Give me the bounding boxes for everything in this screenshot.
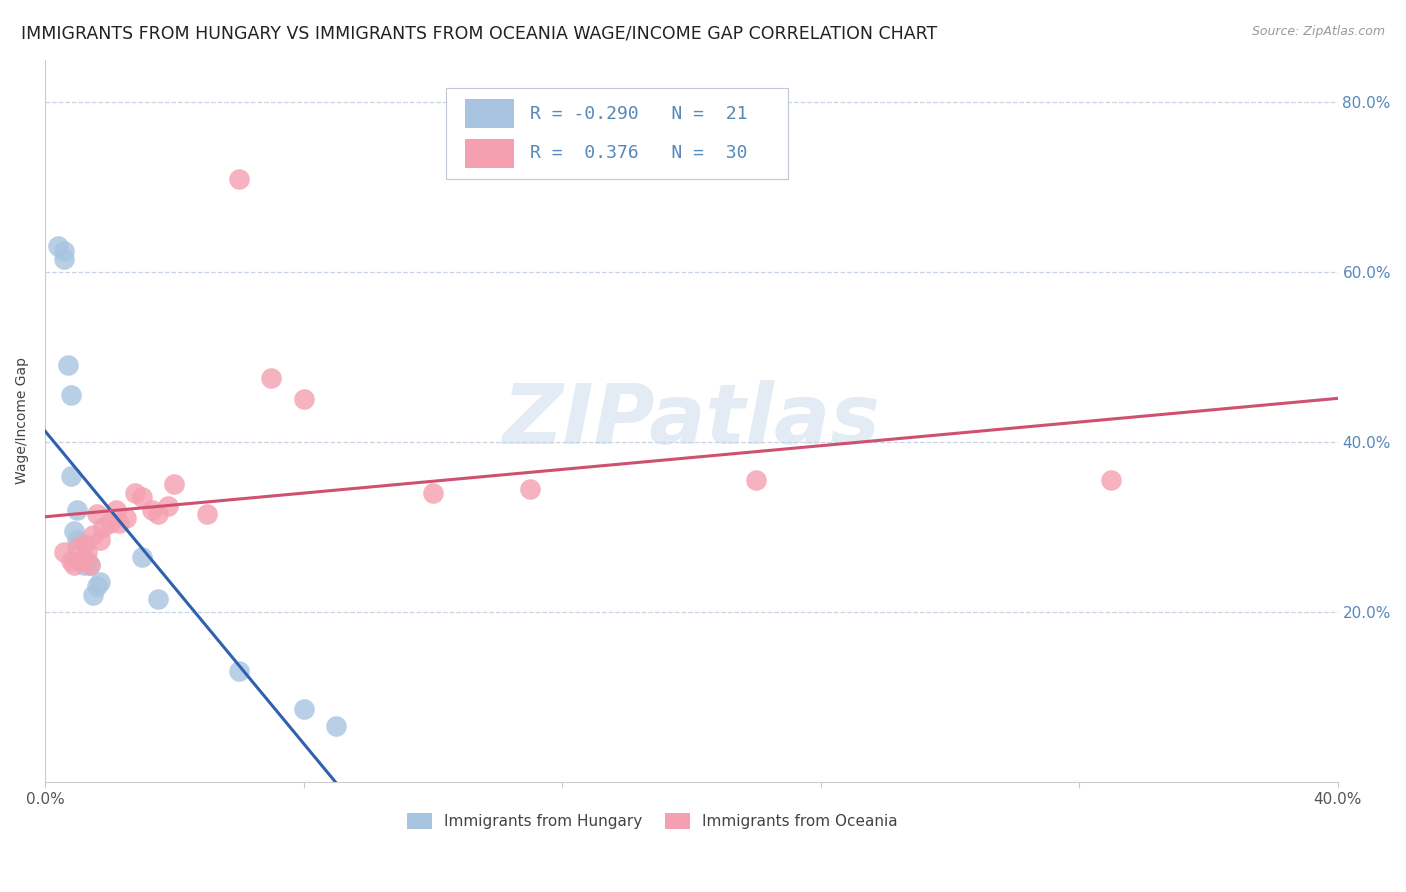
Bar	[465, 139, 515, 168]
Point	[82, 528, 104, 542]
Point	[156, 499, 179, 513]
Text: R = -0.290   N =  21: R = -0.290 N = 21	[530, 104, 747, 123]
Point	[422, 486, 444, 500]
Point	[89, 533, 111, 547]
Point	[131, 490, 153, 504]
Text: Source: ZipAtlas.com: Source: ZipAtlas.com	[1251, 25, 1385, 38]
Point	[73, 558, 96, 572]
Point	[292, 392, 315, 407]
Point	[131, 549, 153, 564]
Y-axis label: Wage/Income Gap: Wage/Income Gap	[15, 357, 30, 484]
Point	[114, 511, 136, 525]
Point	[79, 558, 101, 572]
Text: IMMIGRANTS FROM HUNGARY VS IMMIGRANTS FROM OCEANIA WAGE/INCOME GAP CORRELATION C: IMMIGRANTS FROM HUNGARY VS IMMIGRANTS FR…	[21, 25, 938, 43]
Bar	[465, 99, 515, 128]
Point	[53, 545, 76, 559]
Text: R =  0.376   N =  30: R = 0.376 N = 30	[530, 145, 747, 162]
Point	[69, 554, 91, 568]
Point	[146, 507, 169, 521]
Point	[91, 520, 114, 534]
Point	[86, 507, 108, 521]
Point	[73, 537, 96, 551]
Point	[63, 524, 86, 538]
Point	[745, 473, 768, 487]
Point	[63, 558, 86, 572]
Point	[163, 477, 186, 491]
Point	[98, 516, 121, 530]
Point	[195, 507, 218, 521]
Point	[53, 244, 76, 258]
Point	[59, 554, 82, 568]
Point	[325, 719, 347, 733]
Point	[46, 239, 69, 253]
Point	[86, 579, 108, 593]
Point	[141, 503, 163, 517]
Point	[66, 503, 89, 517]
Point	[79, 558, 101, 572]
Point	[124, 486, 146, 500]
Point	[66, 533, 89, 547]
Point	[89, 574, 111, 589]
Point	[146, 592, 169, 607]
Point	[76, 545, 98, 559]
FancyBboxPatch shape	[446, 88, 789, 178]
Point	[1099, 473, 1122, 487]
Point	[519, 482, 541, 496]
Point	[59, 388, 82, 402]
Point	[105, 503, 128, 517]
Point	[108, 516, 131, 530]
Point	[260, 371, 283, 385]
Point	[292, 702, 315, 716]
Point	[228, 171, 250, 186]
Legend: Immigrants from Hungary, Immigrants from Oceania: Immigrants from Hungary, Immigrants from…	[401, 807, 904, 836]
Text: ZIPatlas: ZIPatlas	[502, 380, 880, 461]
Point	[66, 541, 89, 555]
Point	[59, 468, 82, 483]
Point	[53, 252, 76, 267]
Point	[56, 359, 79, 373]
Point	[76, 554, 98, 568]
Point	[228, 664, 250, 678]
Point	[69, 554, 91, 568]
Point	[82, 588, 104, 602]
